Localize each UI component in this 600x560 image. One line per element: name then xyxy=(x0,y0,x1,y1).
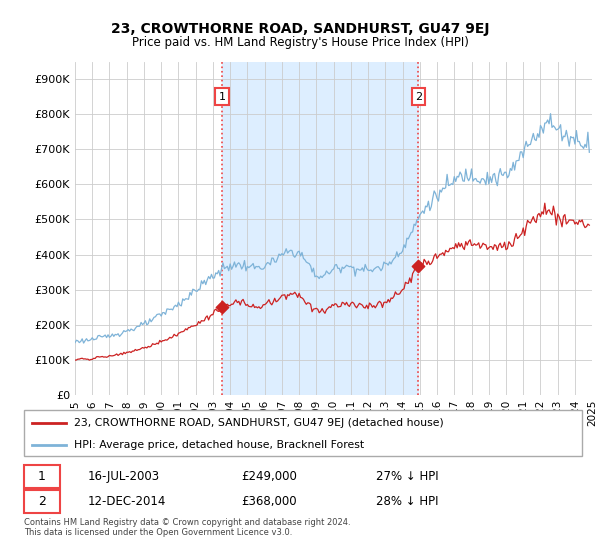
Text: HPI: Average price, detached house, Bracknell Forest: HPI: Average price, detached house, Brac… xyxy=(74,440,364,450)
Point xyxy=(413,262,423,270)
Text: £249,000: £249,000 xyxy=(242,470,298,483)
Text: 2: 2 xyxy=(415,92,422,102)
Bar xyxy=(222,62,418,395)
Text: 23, CROWTHORNE ROAD, SANDHURST, GU47 9EJ: 23, CROWTHORNE ROAD, SANDHURST, GU47 9EJ xyxy=(111,22,489,36)
Text: 1: 1 xyxy=(219,92,226,102)
FancyBboxPatch shape xyxy=(24,465,60,488)
FancyBboxPatch shape xyxy=(24,410,582,456)
FancyBboxPatch shape xyxy=(24,490,60,513)
Text: Contains HM Land Registry data © Crown copyright and database right 2024.
This d: Contains HM Land Registry data © Crown c… xyxy=(24,518,350,538)
Text: Price paid vs. HM Land Registry's House Price Index (HPI): Price paid vs. HM Land Registry's House … xyxy=(131,36,469,49)
Point xyxy=(217,303,227,312)
Text: 12-DEC-2014: 12-DEC-2014 xyxy=(88,495,167,508)
Text: 16-JUL-2003: 16-JUL-2003 xyxy=(88,470,160,483)
Text: 27% ↓ HPI: 27% ↓ HPI xyxy=(376,470,438,483)
Text: 1: 1 xyxy=(38,470,46,483)
Text: £368,000: £368,000 xyxy=(242,495,297,508)
Text: 2: 2 xyxy=(38,495,46,508)
Text: 28% ↓ HPI: 28% ↓ HPI xyxy=(376,495,438,508)
Text: 23, CROWTHORNE ROAD, SANDHURST, GU47 9EJ (detached house): 23, CROWTHORNE ROAD, SANDHURST, GU47 9EJ… xyxy=(74,418,444,428)
